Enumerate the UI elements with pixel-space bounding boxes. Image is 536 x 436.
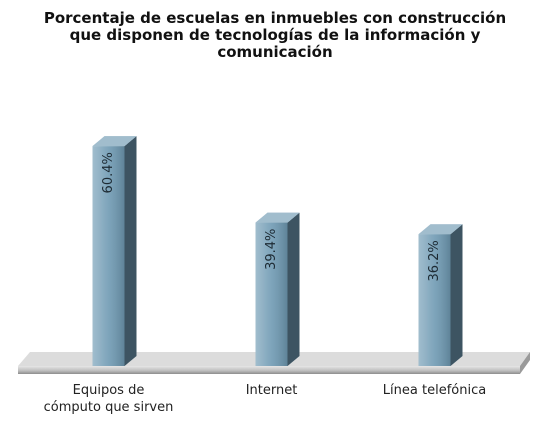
x-tick-label: Equipos de cómputo que sirven [43, 383, 174, 415]
bar-top-shade [92, 136, 137, 147]
x-tick-label: Internet [245, 383, 298, 398]
bar-side [287, 212, 300, 366]
bar-shade [255, 222, 288, 366]
bar-side-shade [287, 212, 300, 366]
bar-side [450, 224, 463, 366]
bar-side [124, 136, 137, 366]
data-label: 60.4% [101, 152, 116, 193]
bar-top-shade [255, 212, 300, 223]
bar-shade [418, 234, 451, 366]
chart-title: Porcentaje de escuelas en inmuebles con … [43, 9, 507, 61]
floor-side [520, 352, 530, 374]
bars: 60.4% 39.4% 36.2% [92, 136, 463, 366]
bar-side-shade [450, 224, 463, 366]
data-label: 39.4% [264, 229, 279, 270]
bar-side-shade [124, 136, 137, 366]
data-label: 36.2% [427, 240, 442, 281]
floor-front [18, 366, 520, 374]
bar-top [92, 136, 137, 147]
bar-top [255, 212, 300, 223]
bar-top [418, 224, 463, 235]
bar-top-shade [418, 224, 463, 235]
x-tick-label: Línea telefónica [382, 383, 487, 398]
bar-shade [92, 146, 125, 366]
